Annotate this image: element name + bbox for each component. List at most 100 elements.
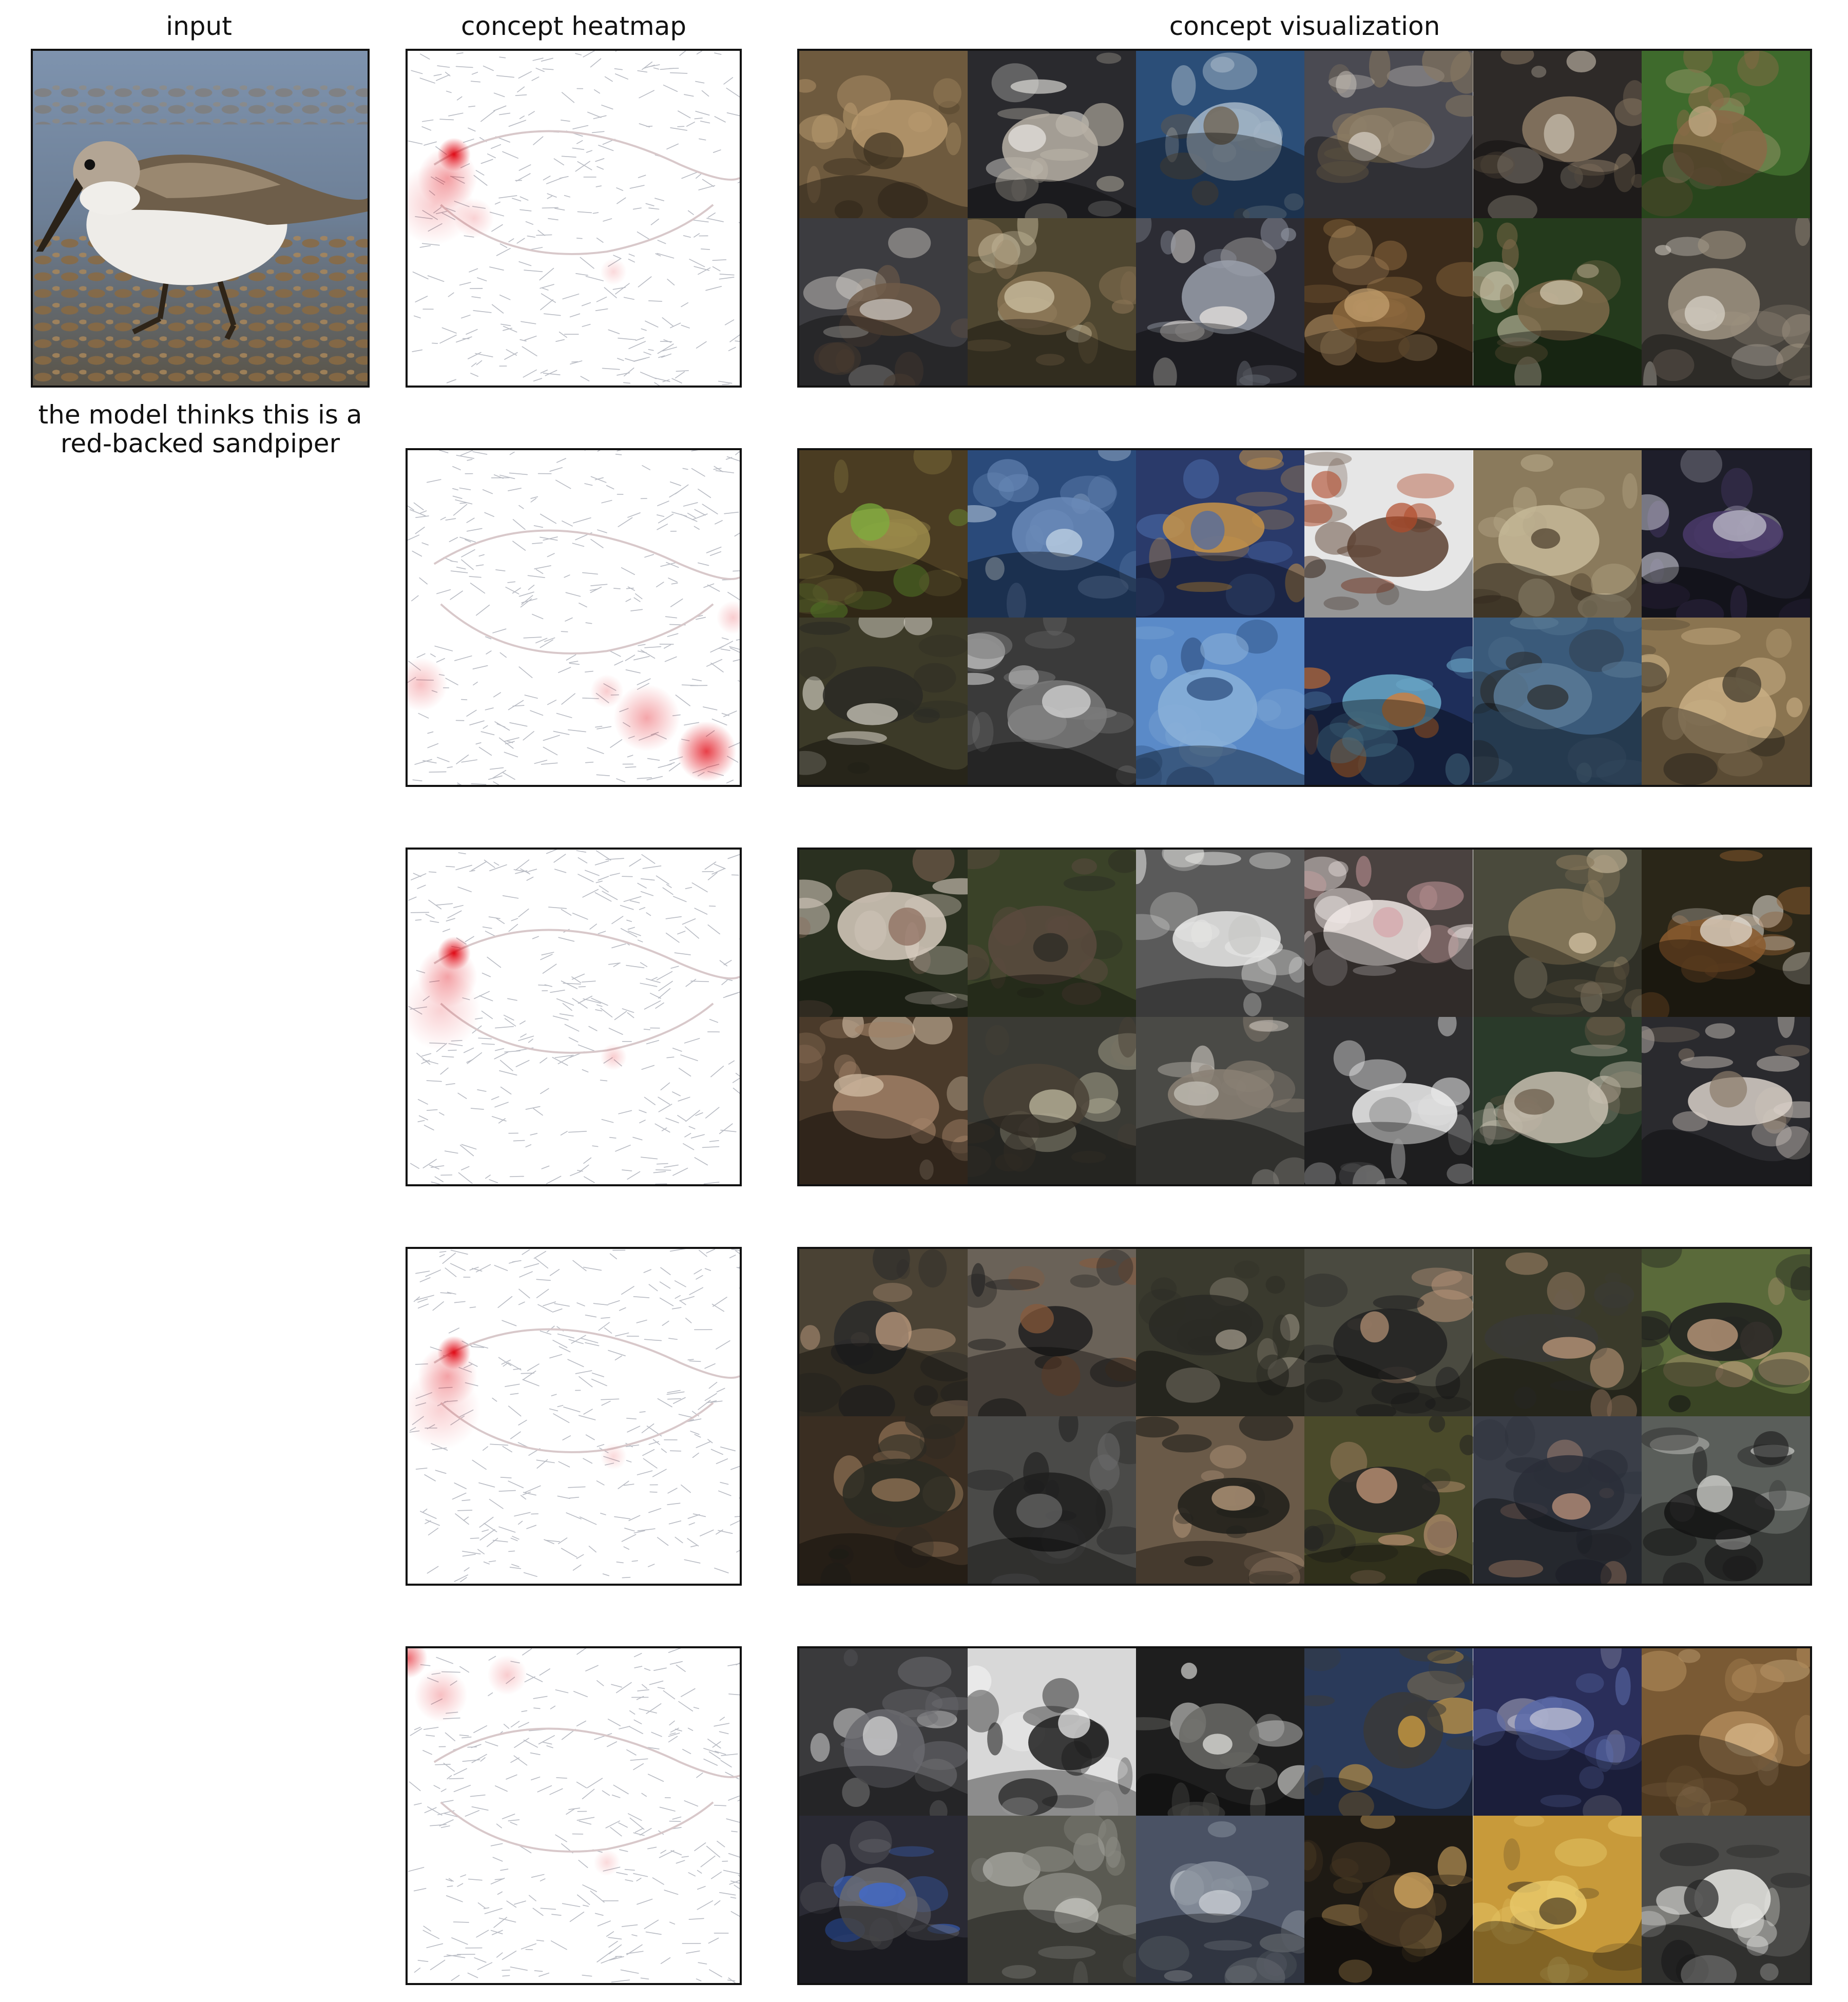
heat-spot [600,1443,627,1470]
concept-image-tile [1304,450,1473,618]
concept-image-tile [968,850,1137,1017]
concept-image-tile [968,1816,1137,1983]
concept-image-tile [799,1017,968,1184]
concept-image-tile [1304,1249,1473,1416]
heat-spot [414,1668,468,1722]
concept-image-tile [1473,51,1642,218]
heat-spot [487,1655,527,1696]
concept-heatmap-3 [406,848,742,1186]
concept-image-tile [1136,218,1305,386]
heat-spot [593,1849,621,1876]
concept-image-tile [799,450,968,618]
heat-spot [590,674,624,708]
concept-image-tile [1136,1249,1305,1416]
concept-image-tile [968,1416,1137,1584]
heat-spot [408,1648,428,1679]
concept-image-tile [1641,51,1810,218]
input-column-title: input [166,11,232,41]
concept-image-tile [1473,618,1642,785]
heat-spot [454,198,494,239]
concept-image-tile [1641,850,1810,1017]
tile-grid [799,1648,1810,1983]
concept-image-tile [968,450,1137,618]
concept-image-tile [1136,618,1305,785]
concept-visualization-3 [797,848,1812,1186]
caption-line-2: red-backed sandpiper [60,429,340,458]
concept-image-tile [799,618,968,785]
heat-spot [408,970,481,1051]
concept-image-tile [1641,1648,1810,1816]
heatmap-canvas [408,450,740,785]
concept-image-tile [1304,618,1473,785]
concept-image-tile [1641,218,1810,386]
edge-sketch [408,1648,740,1983]
heat-spot [677,721,737,782]
concept-image-tile [1136,1416,1305,1584]
concept-heatmap-5 [406,1646,742,1985]
heat-spot [408,658,448,711]
concept-visualization-1 [797,49,1812,388]
concept-image-tile [1473,218,1642,386]
concept-image-tile [1304,1816,1473,1983]
concept-image-tile [1641,1416,1810,1584]
sandpiper-photo [33,51,368,386]
concept-image-tile [1136,1648,1305,1816]
heat-spot [613,684,680,752]
concept-image-tile [968,218,1137,386]
concept-image-tile [1304,218,1473,386]
concept-image-tile [1136,1017,1305,1184]
concept-image-tile [1473,1648,1642,1816]
heatmap-canvas [408,1249,740,1583]
concept-image-tile [1473,450,1642,618]
concept-image-tile [1641,1249,1810,1416]
concept-heatmap-1 [406,49,742,388]
prediction-caption: the model thinks this is a red-backed sa… [15,400,385,458]
concept-image-tile [1304,1648,1473,1816]
input-image [31,49,370,388]
concept-image-tile [1136,1816,1305,1983]
concept-image-tile [799,1416,968,1584]
tile-grid [799,450,1810,785]
tile-grid [799,850,1810,1184]
concept-image-tile [799,850,968,1017]
concept-image-tile [799,218,968,386]
concept-visualization-4 [797,1247,1812,1586]
concept-image-tile [1473,1416,1642,1584]
visualization-column-title: concept visualization [1169,11,1440,41]
concept-image-tile [968,51,1137,218]
heat-spot [600,258,627,285]
concept-image-tile [968,1648,1137,1816]
edge-sketch [408,850,740,1184]
heatmap-canvas [408,1648,740,1983]
concept-image-tile [1473,1249,1642,1416]
concept-image-tile [1473,1816,1642,1983]
concept-image-tile [1136,51,1305,218]
edge-sketch [409,1249,740,1583]
concept-image-tile [1304,850,1473,1017]
concept-image-tile [1641,1017,1810,1184]
concept-image-tile [799,51,968,218]
tile-grid [799,1249,1810,1584]
concept-image-tile [1304,1416,1473,1584]
concept-visualization-5 [797,1646,1812,1985]
concept-image-tile [799,1816,968,1983]
heatmap-column-title: concept heatmap [460,11,687,41]
concept-image-tile [1136,450,1305,618]
concept-image-tile [968,618,1137,785]
concept-image-tile [968,1017,1137,1184]
concept-heatmap-4 [406,1247,742,1586]
concept-visualization-2 [797,448,1812,787]
concept-image-tile [1473,1017,1642,1184]
concept-image-tile [799,1648,968,1816]
concept-image-tile [1304,1017,1473,1184]
concept-image-tile [1136,850,1305,1017]
concept-image-tile [968,1249,1137,1416]
tile-grid [799,51,1810,386]
heatmap-canvas [408,850,740,1184]
concept-heatmap-2 [406,448,742,787]
concept-image-tile [1641,450,1810,618]
concept-image-tile [1304,51,1473,218]
heat-spot [600,1044,627,1071]
caption-line-1: the model thinks this is a [38,400,362,430]
concept-image-tile [1473,850,1642,1017]
